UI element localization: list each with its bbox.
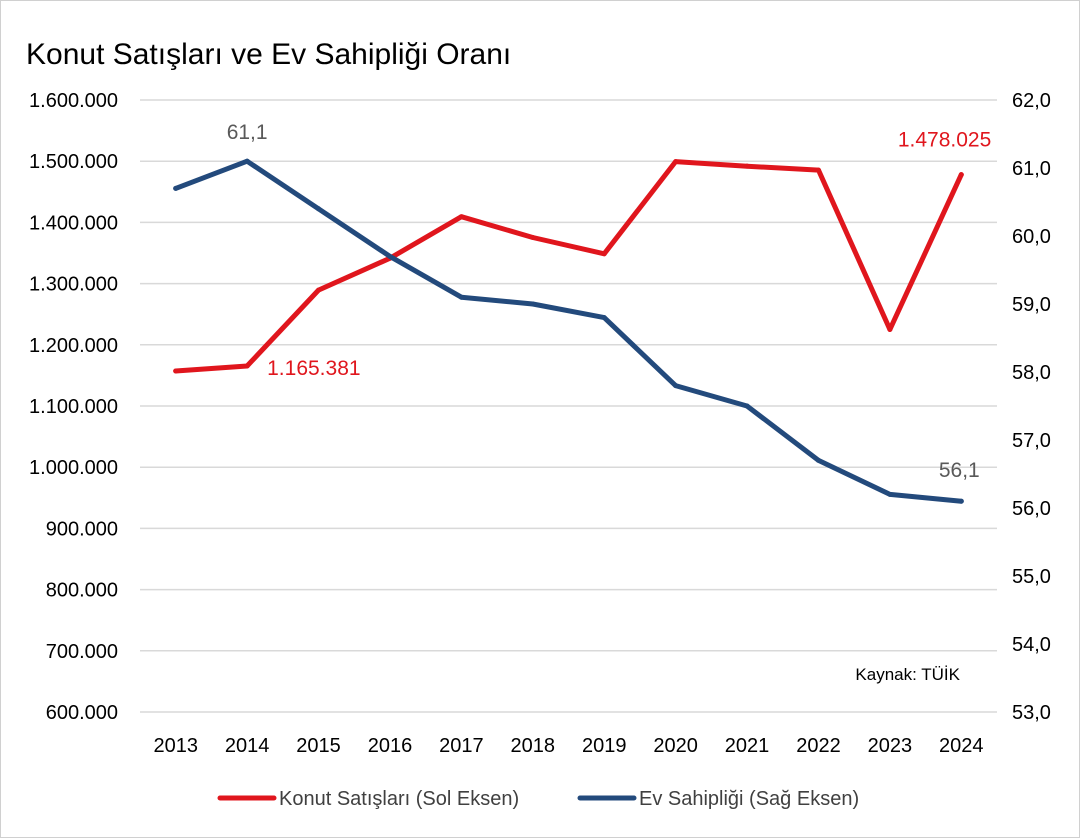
data-point — [244, 158, 250, 164]
right-tick-label: 57,0 — [1012, 430, 1051, 452]
data-point — [530, 301, 536, 307]
data-point — [530, 234, 536, 240]
data-point — [244, 363, 250, 369]
gridlines — [140, 99, 997, 713]
series-line-ev-sahipligi — [173, 158, 964, 504]
data-point — [958, 498, 964, 504]
data-point — [601, 251, 607, 257]
right-tick-label: 53,0 — [1012, 702, 1051, 724]
data-point — [458, 214, 464, 220]
left-tick-label: 1.300.000 — [29, 274, 118, 296]
left-tick-label: 1.100.000 — [29, 396, 118, 418]
x-tick-label: 2020 — [653, 735, 698, 757]
x-tick-label: 2024 — [939, 735, 984, 757]
right-axis: 53,0 54,0 55,0 56,0 57,0 58,0 59,0 60,0 61,0 62,0 — [1012, 90, 1051, 724]
left-tick-label: 600.000 — [46, 702, 118, 724]
x-tick-label: 2023 — [868, 735, 913, 757]
data-point — [958, 172, 964, 178]
data-label: 56,1 — [939, 459, 980, 482]
data-label: 1.478.025 — [898, 129, 991, 152]
data-point — [887, 491, 893, 497]
chart-title: Konut Satışları ve Ev Sahipliği Oranı — [26, 38, 511, 71]
data-label: 61,1 — [227, 121, 268, 144]
data-point — [601, 315, 607, 321]
right-tick-label: 61,0 — [1012, 158, 1051, 180]
series-lines — [173, 158, 964, 504]
right-tick-label: 58,0 — [1012, 362, 1051, 384]
x-tick-label: 2016 — [368, 735, 413, 757]
x-tick-label: 2021 — [725, 735, 770, 757]
data-point — [744, 163, 750, 169]
x-tick-label: 2015 — [296, 735, 341, 757]
data-point — [815, 167, 821, 173]
legend-label: Ev Sahipliği (Sağ Eksen) — [639, 788, 859, 810]
data-point — [887, 326, 893, 332]
left-axis: 600.000 700.000 800.000 900.000 1.000.000 1.1… — [29, 90, 118, 724]
x-tick-label: 2022 — [796, 735, 841, 757]
data-point — [316, 287, 322, 293]
right-tick-label: 59,0 — [1012, 294, 1051, 316]
data-labels: 1.165.381 1.478.025 61,1 56,1 — [227, 121, 992, 482]
data-point — [815, 457, 821, 463]
right-tick-label: 56,0 — [1012, 498, 1051, 520]
x-tick-label: 2014 — [225, 735, 270, 757]
left-tick-label: 1.000.000 — [29, 457, 118, 479]
data-label: 1.165.381 — [267, 357, 360, 380]
data-point — [316, 206, 322, 212]
left-tick-label: 900.000 — [46, 518, 118, 540]
data-point — [673, 383, 679, 389]
x-tick-label: 2013 — [153, 735, 198, 757]
x-tick-label: 2018 — [511, 735, 556, 757]
data-point — [173, 185, 179, 191]
series-line-konut-satislari — [173, 159, 964, 374]
data-point — [673, 159, 679, 165]
legend: Konut Satışları (Sol Eksen) Ev Sahipliği … — [217, 788, 859, 810]
data-point — [173, 368, 179, 374]
left-tick-label: 1.500.000 — [29, 151, 118, 173]
data-point — [458, 294, 464, 300]
left-tick-label: 800.000 — [46, 580, 118, 602]
legend-label: Konut Satışları (Sol Eksen) — [279, 788, 519, 810]
left-tick-label: 1.600.000 — [29, 90, 118, 112]
x-axis: 2013 2014 2015 2016 2017 2018 2019 2020 2021 2022… — [153, 735, 983, 757]
right-tick-label: 60,0 — [1012, 226, 1051, 248]
x-tick-label: 2017 — [439, 735, 484, 757]
right-tick-label: 54,0 — [1012, 634, 1051, 656]
data-point — [744, 403, 750, 409]
source-note: Kaynak: TÜİK — [855, 665, 960, 684]
left-tick-label: 1.200.000 — [29, 335, 118, 357]
right-tick-label: 62,0 — [1012, 90, 1051, 112]
left-tick-label: 1.400.000 — [29, 212, 118, 234]
left-tick-label: 700.000 — [46, 641, 118, 663]
right-tick-label: 55,0 — [1012, 566, 1051, 588]
x-tick-label: 2019 — [582, 735, 627, 757]
data-point — [387, 253, 393, 259]
